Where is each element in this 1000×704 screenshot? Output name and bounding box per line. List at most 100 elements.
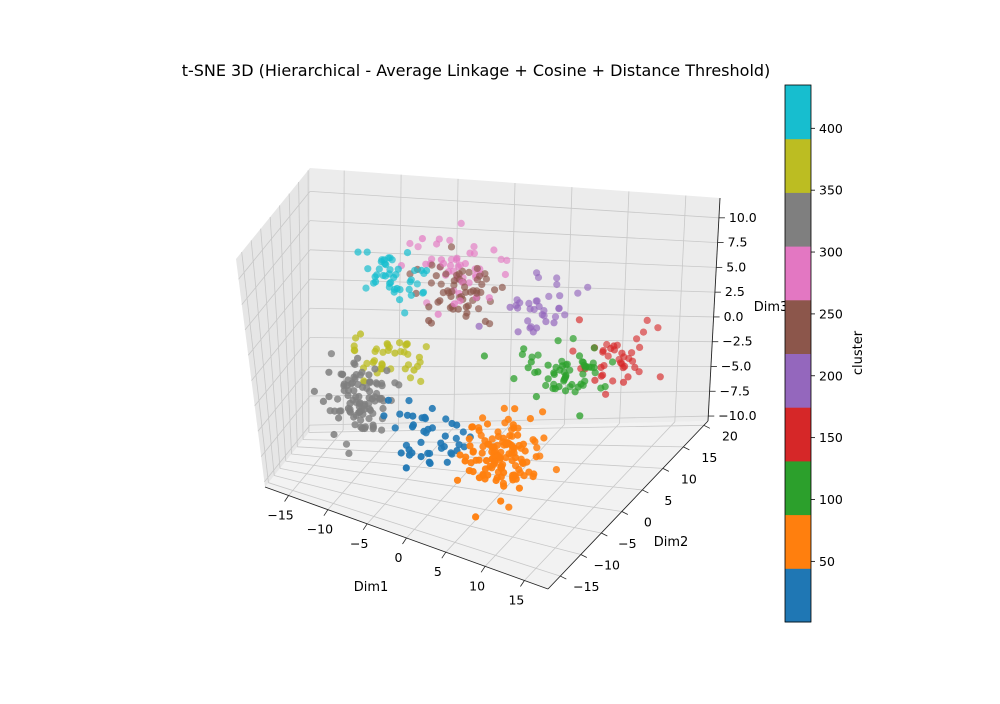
colorbar-segment: [785, 354, 811, 408]
scatter-point: [417, 378, 424, 385]
scatter-point: [522, 447, 529, 454]
scatter-point: [481, 270, 488, 277]
scatter-point: [579, 371, 586, 378]
scatter-point: [462, 289, 469, 296]
scatter-point: [437, 440, 444, 447]
x-tick-label: 5: [434, 564, 442, 579]
scatter-point: [350, 360, 357, 367]
colorbar-tick-label: 300: [819, 245, 843, 260]
scatter-point: [351, 342, 358, 349]
scatter-point: [629, 358, 636, 365]
y-axis-label: Dim2: [654, 535, 689, 550]
scatter-point: [505, 504, 512, 511]
scatter-point: [428, 279, 435, 286]
scatter-point: [420, 289, 427, 296]
z-tick-label: 7.5: [728, 235, 748, 250]
colorbar-tick-label: 100: [819, 492, 843, 507]
scatter-point: [462, 260, 469, 267]
y-tick-mark: [601, 533, 607, 536]
scatter-point: [442, 433, 449, 440]
scatter-point: [345, 405, 352, 412]
scatter-point: [339, 371, 346, 378]
scatter-point: [424, 450, 431, 457]
y-tick-label: 5: [664, 493, 672, 508]
y-tick-mark: [622, 511, 628, 514]
scatter-point: [433, 240, 440, 247]
z-tick-label: 10.0: [729, 210, 757, 225]
scatter-point: [403, 464, 410, 471]
colorbar-label: cluster: [851, 330, 866, 375]
scatter-point: [330, 431, 337, 438]
z-tick-label: −10.0: [718, 408, 756, 423]
scatter-point: [429, 405, 436, 412]
scatter-point: [491, 286, 498, 293]
colorbar-tick-label: 400: [819, 121, 843, 136]
scatter-point: [631, 364, 638, 371]
scatter-point: [493, 477, 500, 484]
x-tick-label: −5: [350, 536, 368, 551]
scatter-point: [472, 513, 479, 520]
scatter-point: [476, 323, 483, 330]
scatter-point: [391, 350, 398, 357]
scatter-point: [365, 371, 372, 378]
scatter-point: [438, 256, 445, 263]
scatter-point: [599, 349, 606, 356]
scatter-point: [393, 285, 400, 292]
scatter-point: [545, 375, 552, 382]
y-tick-label: 20: [722, 428, 738, 443]
scatter-point: [407, 374, 414, 381]
scatter-point: [428, 262, 435, 269]
scatter-point: [628, 349, 635, 356]
scatter-point: [527, 415, 534, 422]
scatter-point: [618, 350, 625, 357]
scatter-point: [344, 382, 351, 389]
scatter-point: [555, 383, 562, 390]
scatter-point: [535, 352, 542, 359]
scatter-point: [597, 385, 604, 392]
y-tick-label: 15: [701, 450, 717, 465]
x-tick-mark: [520, 581, 524, 587]
scatter-point: [470, 468, 477, 475]
scatter-point: [454, 477, 461, 484]
scatter-point: [385, 397, 392, 404]
scatter-point: [382, 272, 389, 279]
scatter-point: [520, 441, 527, 448]
scatter-point: [498, 465, 505, 472]
scatter-point: [466, 435, 473, 442]
scatter-point: [484, 472, 491, 479]
scatter-point: [545, 362, 552, 369]
y-tick-mark: [642, 490, 648, 493]
y-tick-label: 10: [681, 471, 697, 486]
scatter-point: [453, 435, 460, 442]
scatter-point: [372, 348, 379, 355]
scatter-point: [562, 387, 569, 394]
scatter-point: [407, 278, 414, 285]
scatter-point: [354, 249, 361, 256]
scatter-point: [531, 438, 538, 445]
scatter-point: [514, 305, 521, 312]
scatter-point: [561, 376, 568, 383]
scatter-point: [372, 273, 379, 280]
scatter-point: [488, 448, 495, 455]
y-tick-mark: [704, 425, 710, 428]
scatter-point: [335, 414, 342, 421]
scatter-point: [453, 255, 460, 262]
scatter-point: [520, 345, 527, 352]
scatter-point: [602, 391, 609, 398]
scatter-point: [597, 364, 604, 371]
scatter-point: [460, 428, 467, 435]
scatter-point: [402, 342, 409, 349]
scatter-point: [466, 442, 473, 449]
scatter-point: [378, 427, 385, 434]
scatter-point: [509, 472, 516, 479]
z-tick-label: 0.0: [724, 309, 744, 324]
scatter-point: [610, 342, 617, 349]
scatter-point: [570, 335, 577, 342]
scatter-point: [561, 311, 568, 318]
colorbar-tick-label: 250: [819, 306, 843, 321]
scatter-point: [542, 382, 549, 389]
colorbar-segment: [785, 192, 811, 246]
scatter-point: [654, 324, 661, 331]
